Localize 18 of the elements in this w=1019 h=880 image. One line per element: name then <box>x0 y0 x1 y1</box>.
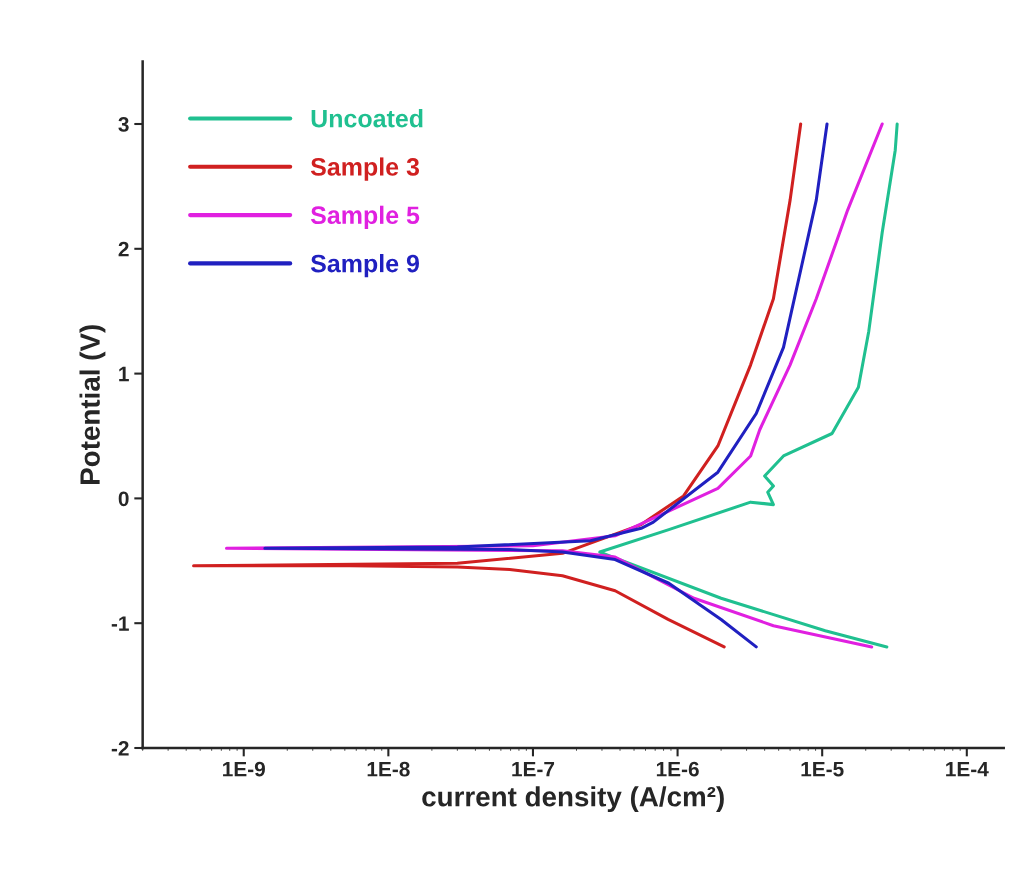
x-tick-label: 1E-7 <box>512 761 555 777</box>
legend-label: Sample 3 <box>310 157 420 181</box>
y-tick-label: 0 <box>118 491 129 507</box>
x-tick-label: 1E-6 <box>656 761 699 777</box>
y-tick-label: -1 <box>111 616 129 631</box>
y-axis-title: Potential (V) <box>79 325 106 484</box>
x-tick-label: 1E-4 <box>946 761 989 777</box>
x-tick-label: 1E-8 <box>367 761 410 777</box>
y-tick-label: 3 <box>118 117 129 132</box>
x-tick-label: 1E-5 <box>801 761 844 777</box>
y-tick-label: 2 <box>118 241 129 257</box>
y-tick-label: -2 <box>111 741 129 756</box>
y-tick-label: 1 <box>119 366 129 382</box>
legend-label: Sample 5 <box>310 205 420 230</box>
legend-label: Uncoated <box>311 109 423 128</box>
x-tick-label: 1E-9 <box>223 761 265 777</box>
legend-label: Sample 9 <box>310 254 420 278</box>
x-axis-title: current density (A/cm²) <box>422 786 724 813</box>
